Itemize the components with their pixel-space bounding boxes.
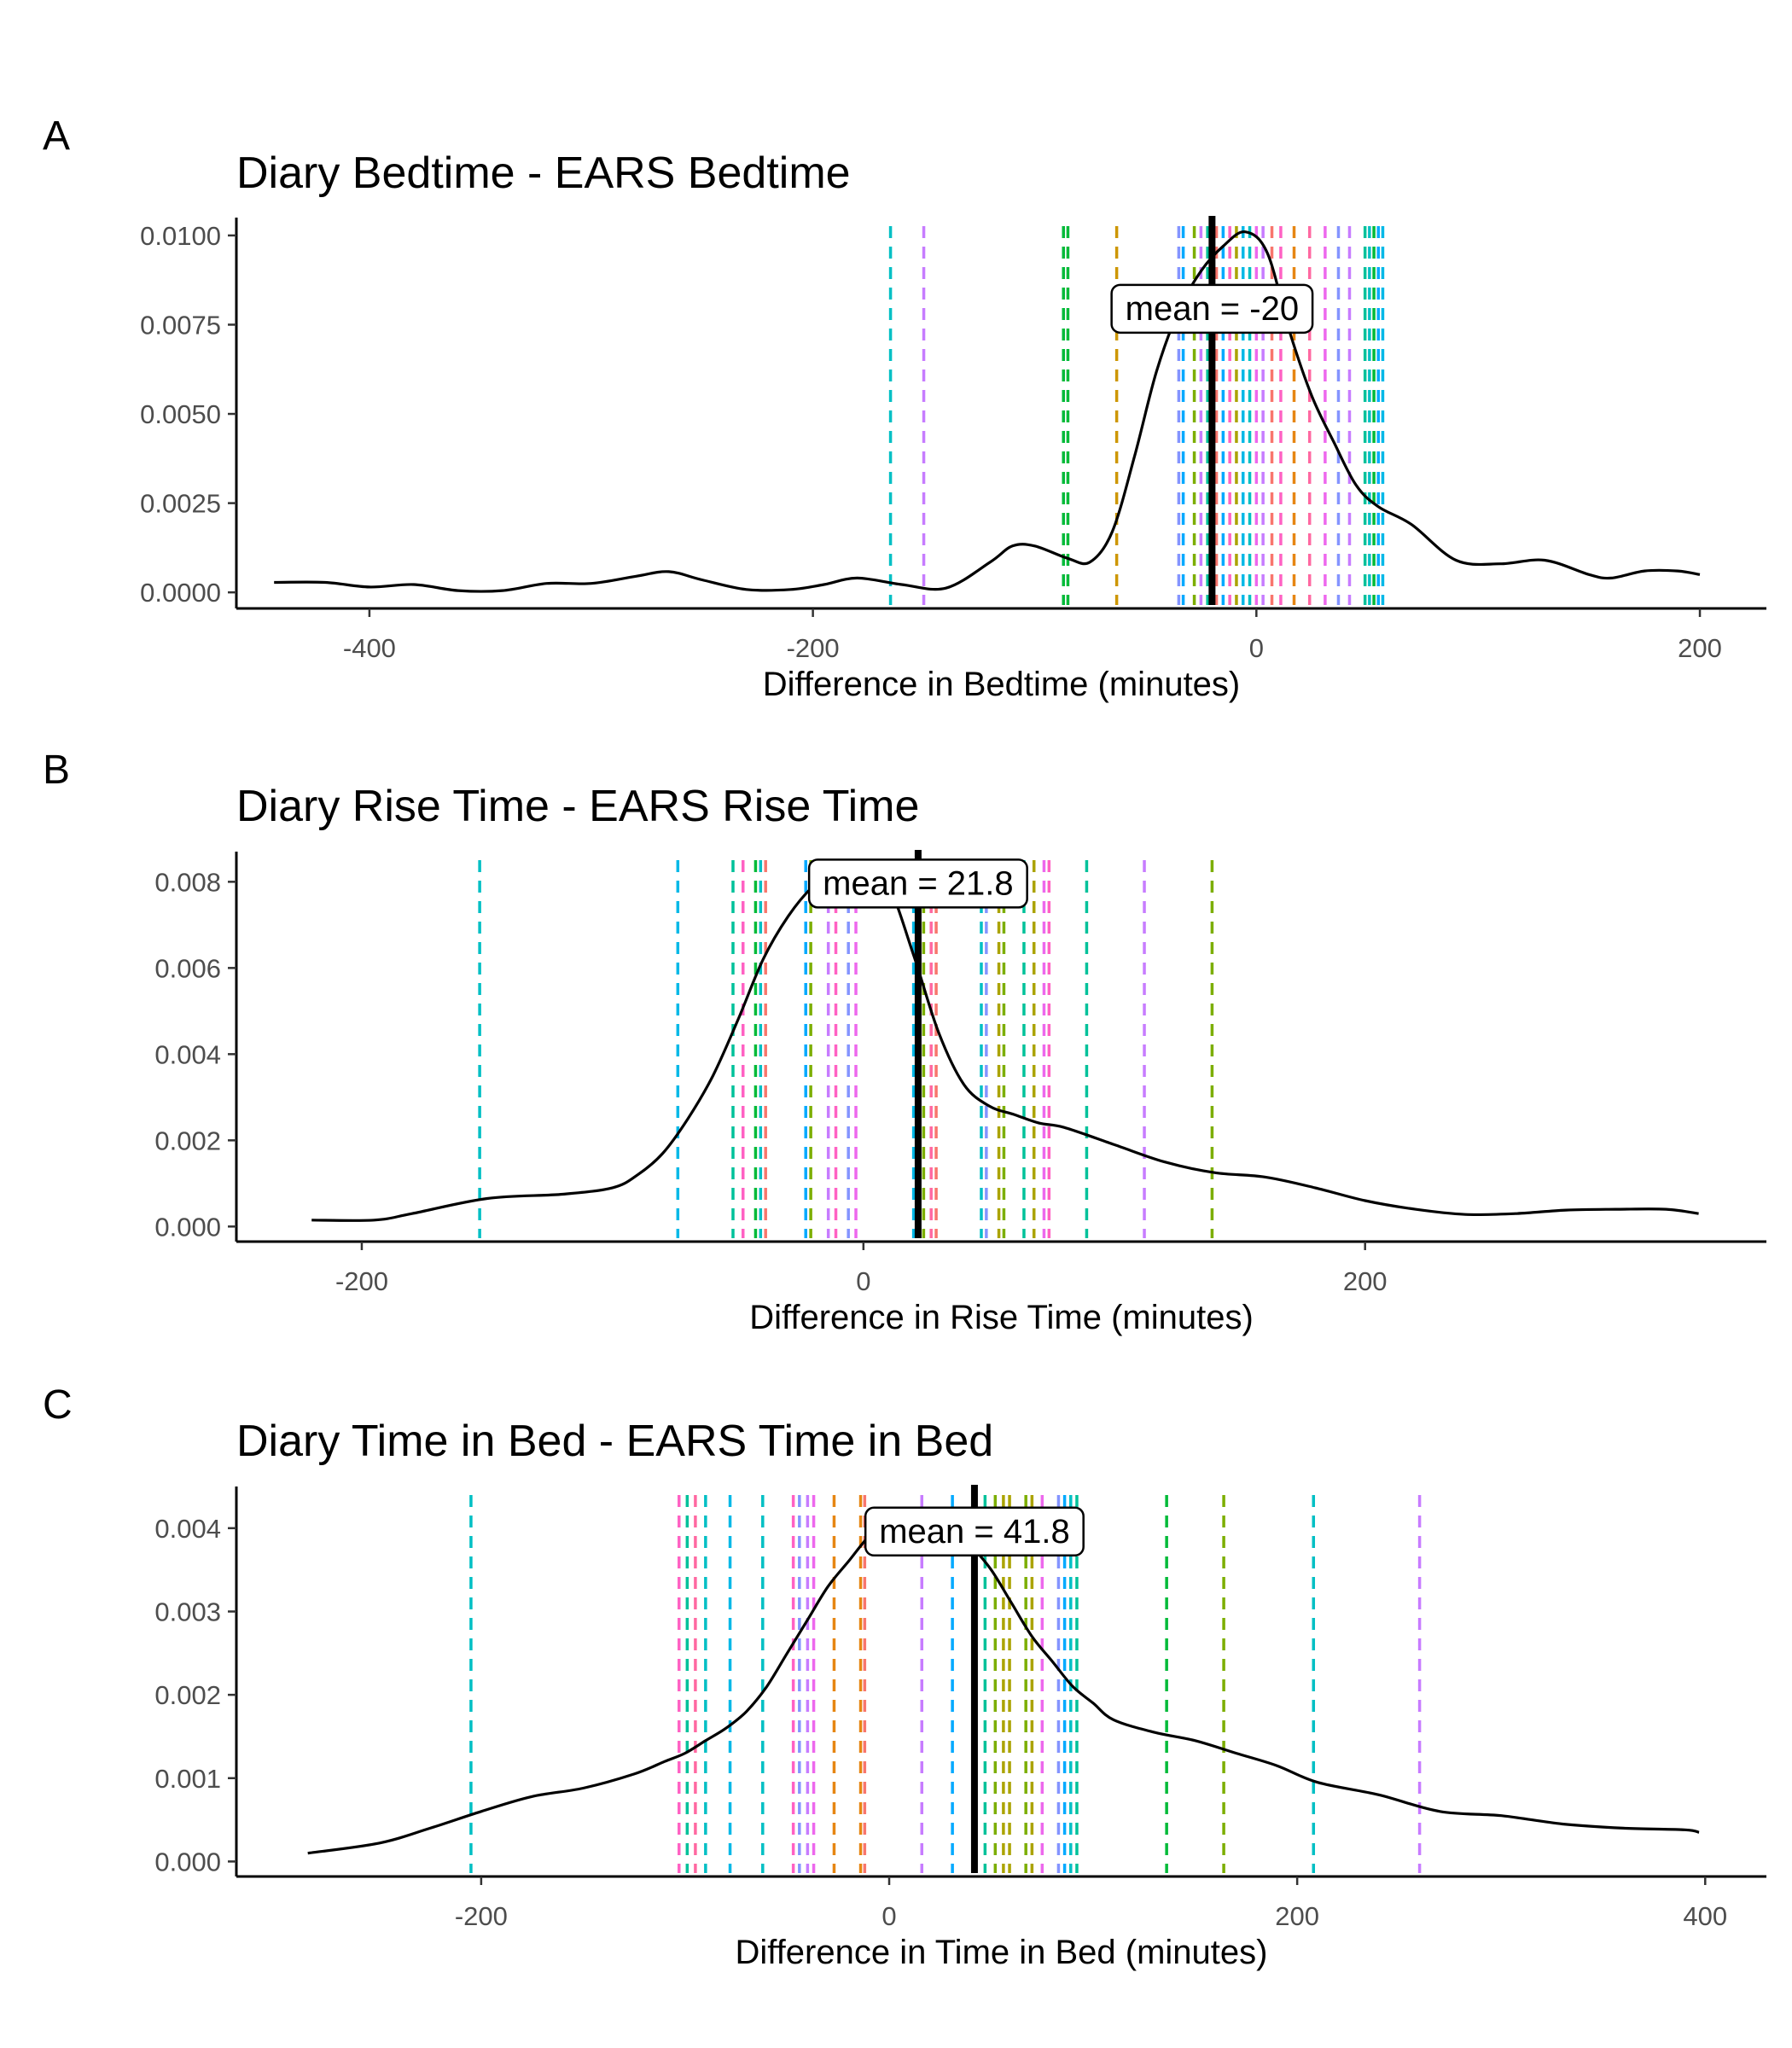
x-tick-label: 400	[1683, 1901, 1727, 1931]
x-tick-label: -200	[787, 633, 840, 663]
subject-lines	[478, 860, 1214, 1238]
mean-label-text: mean = -20	[1126, 290, 1299, 328]
mean-label: mean = 21.8	[807, 858, 1028, 909]
y-tick-label: 0.0025	[140, 489, 221, 519]
y-tick-label: 0.002	[154, 1126, 221, 1155]
chart-title: Diary Rise Time - EARS Rise Time	[236, 782, 919, 831]
chart-title: Diary Bedtime - EARS Bedtime	[236, 148, 851, 198]
x-tick-label: -200	[455, 1901, 508, 1931]
y-tick-label: 0.003	[154, 1597, 221, 1626]
panel-b: B Diary Rise Time - EARS Rise Time mean = …	[43, 748, 1766, 1336]
y-tick-label: 0.008	[154, 867, 221, 897]
mean-label: mean = -20	[1110, 283, 1314, 335]
x-tick-label: 200	[1678, 633, 1722, 663]
density-curve	[311, 865, 1699, 1222]
y-tick-label: 0.0100	[140, 221, 221, 251]
x-tick-label: 200	[1275, 1901, 1319, 1931]
x-tick-label: 0	[856, 1266, 870, 1296]
subject-lines	[469, 1495, 1422, 1873]
x-axis-label: Difference in Rise Time (minutes)	[749, 1299, 1254, 1336]
x-axis-label: Difference in Time in Bed (minutes)	[736, 1934, 1268, 1971]
chart-title: Diary Time in Bed - EARS Time in Bed	[236, 1417, 993, 1466]
mean-label-text: mean = 21.8	[823, 864, 1014, 902]
y-tick-label: 0.0075	[140, 310, 221, 340]
x-tick-label: 0	[1249, 633, 1264, 663]
panel-letter: A	[43, 113, 70, 159]
y-tick-label: 0.000	[154, 1212, 221, 1242]
y-tick-label: 0.000	[154, 1847, 221, 1876]
x-tick-label: -200	[335, 1266, 388, 1296]
panel-c: C Diary Time in Bed - EARS Time in Bed mea…	[43, 1382, 1766, 1971]
mean-label: mean = 41.8	[864, 1506, 1085, 1557]
x-tick-label: 200	[1343, 1266, 1388, 1296]
mean-label-box	[1110, 283, 1314, 335]
y-tick-label: 0.006	[154, 953, 221, 983]
y-tick-label: 0.0050	[140, 399, 221, 429]
y-tick-label: 0.002	[154, 1680, 221, 1710]
y-tick-label: 0.004	[154, 1039, 221, 1069]
x-axis-label: Difference in Bedtime (minutes)	[763, 666, 1241, 703]
panel-letter: C	[43, 1382, 73, 1428]
subject-lines	[888, 226, 1385, 605]
panel-a: A Diary Bedtime - EARS Bedtime mean = -20 0…	[43, 113, 1766, 703]
y-tick-label: 0.001	[154, 1764, 221, 1794]
panel-letter: B	[43, 748, 70, 793]
mean-label-box	[864, 1506, 1085, 1557]
y-tick-label: 0.004	[154, 1514, 221, 1544]
density-curve	[274, 230, 1701, 593]
y-tick-label: 0.0000	[140, 578, 221, 608]
x-tick-label: 0	[881, 1901, 896, 1931]
mean-label-text: mean = 41.8	[879, 1513, 1070, 1551]
mean-label-box	[807, 858, 1028, 909]
x-tick-label: -400	[343, 633, 396, 663]
